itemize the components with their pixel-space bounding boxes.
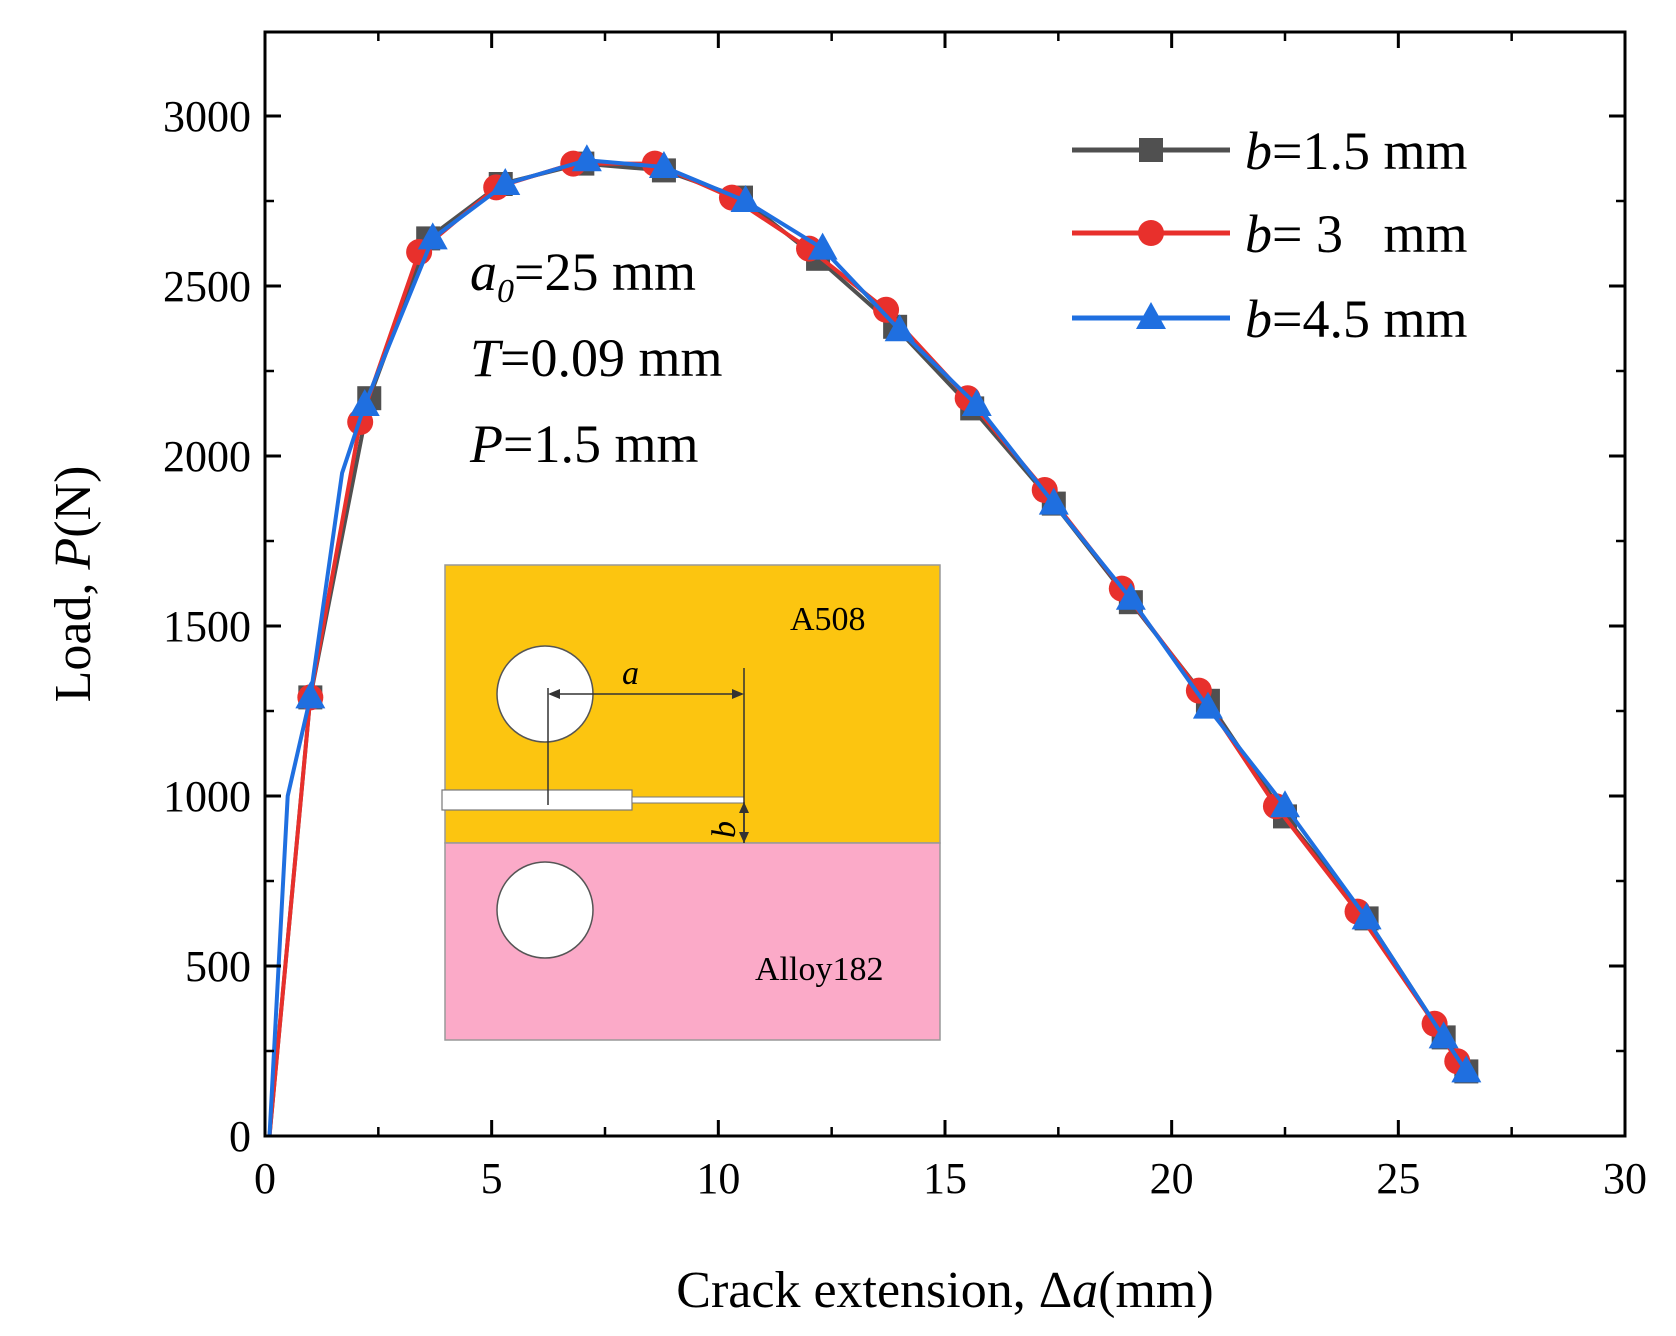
data-point [873,296,900,323]
y-tick-label: 500 [185,942,251,991]
data-point [1115,582,1146,610]
y-axis-title: Load, P(N) [45,466,102,703]
legend-marker [1139,138,1163,162]
series-line [267,158,1468,1137]
inset-arrow-a-left [548,689,560,699]
legend-label: b=4.5 mm [1245,289,1467,349]
x-axis-title: Crack extension, Δa(mm) [676,1262,1213,1319]
x-tick-label: 25 [1376,1154,1420,1203]
legend-label: b= 3 mm [1245,204,1467,264]
data-point [730,185,761,212]
legend-item: b= 3 mm [1072,204,1467,264]
legend-item: b=1.5 mm [1072,121,1467,181]
data-point [807,232,838,260]
data-point [1351,902,1382,930]
y-tick-label: 1000 [163,772,251,821]
inset-dim-a-label: a [622,655,639,692]
inset-bottom-material-label: Alloy182 [755,951,883,988]
data-point [295,681,326,709]
inset-notch [441,789,633,811]
data-point [1428,1021,1459,1049]
legend-item: b=4.5 mm [1072,289,1467,349]
annotation-a0: a0=25 mm [470,242,696,310]
x-tick-label: 0 [254,1154,276,1203]
y-tick-label: 3000 [163,92,251,141]
data-point [349,389,380,416]
series-layer [267,144,1482,1137]
x-tick-label: 30 [1603,1154,1647,1203]
x-tick-label: 5 [481,1154,503,1203]
series-3 [267,144,1482,1137]
data-point [648,151,679,178]
legend-marker [1138,220,1164,246]
data-point [961,389,992,416]
specimen-inset-diagram: A508 Alloy182 a b [441,564,941,1041]
annotation-p: P=1.5 mm [469,414,698,474]
inset-top-material-label: A508 [790,601,866,638]
inset-bottom-hole [496,861,594,959]
legend-label: b=1.5 mm [1245,121,1467,181]
inset-crack [631,796,745,804]
data-point [1038,487,1069,515]
y-tick-label: 0 [229,1112,251,1161]
y-tick-label: 2500 [163,262,251,311]
data-point [1270,790,1300,818]
data-point [490,168,521,195]
x-tick-label: 20 [1150,1154,1194,1203]
tick-layer: 0 5 10 15 20 25 30 0 500 1000 1500 2000 2500 3000 [163,32,1647,1203]
legend-marker [1136,302,1166,329]
inset-arrow-b-top [739,802,749,813]
inset-dim-b-label: b [706,821,743,838]
data-point [1451,1055,1482,1083]
legend: b=1.5 mm b= 3 mm b=4.5 mm [1072,121,1467,349]
y-tick-label: 2000 [163,432,251,481]
series-line [267,161,1460,1137]
data-point [571,144,602,172]
data-point [417,222,448,250]
x-tick-label: 15 [923,1154,967,1203]
y-tick-label: 1500 [163,602,251,651]
x-tick-label: 10 [696,1154,740,1203]
annotation-t: T=0.09 mm [470,328,723,388]
data-point [1192,691,1223,719]
parameter-annotations: a0=25 mm T=0.09 mm P=1.5 mm [469,242,723,474]
data-point [884,314,915,342]
inset-arrow-b-bottom [739,832,749,843]
inset-arrow-a-right [732,689,744,699]
